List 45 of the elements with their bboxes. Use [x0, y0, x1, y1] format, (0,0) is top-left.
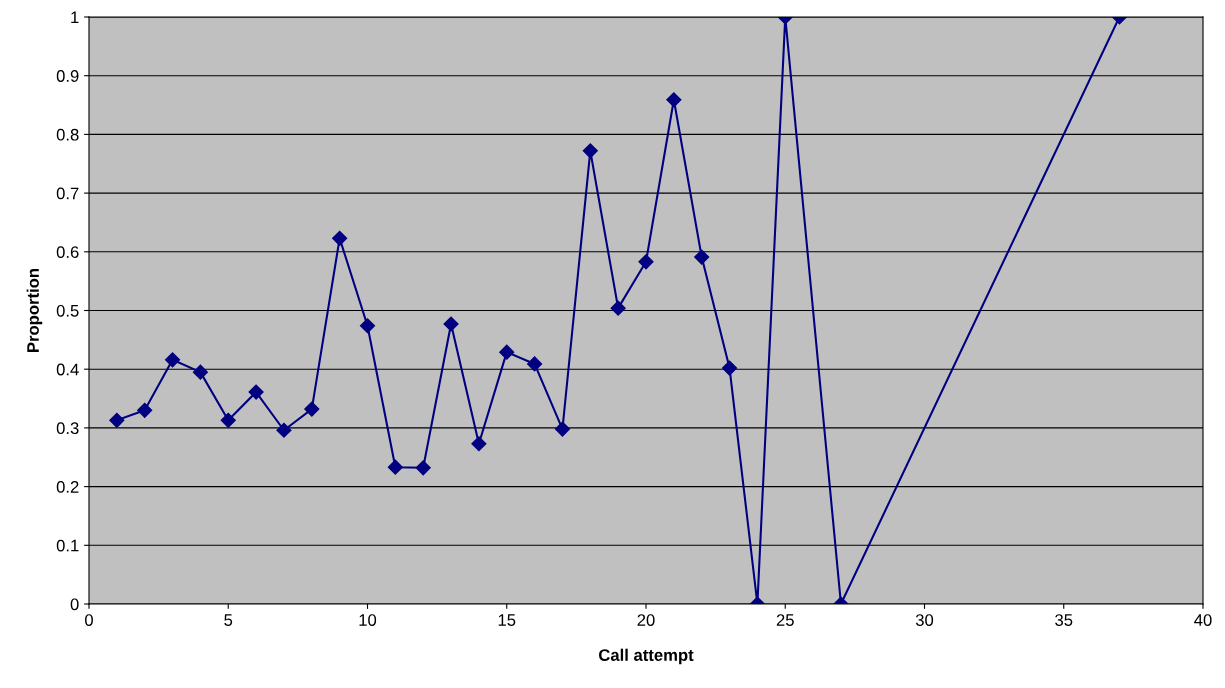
x-tick-label: 20 [637, 614, 655, 626]
point [387, 459, 403, 475]
point [248, 384, 264, 400]
y-tick-label: 0.2 [56, 481, 79, 493]
point [192, 364, 208, 380]
point [721, 360, 738, 376]
point [415, 460, 431, 476]
x-tick-label: 30 [915, 614, 934, 626]
point [694, 249, 710, 265]
point [471, 436, 487, 452]
x-tick-label: 10 [359, 614, 377, 626]
point [554, 421, 571, 437]
point [332, 230, 348, 246]
x-axis-title: Call attempt [598, 648, 694, 665]
y-tick-label: 0 [70, 598, 79, 611]
x-tick-label: 40 [1194, 614, 1212, 626]
y-axis-title: Proportion [26, 268, 43, 352]
point [443, 316, 459, 332]
point [582, 143, 598, 159]
point [164, 352, 181, 368]
point [610, 300, 626, 316]
point [359, 318, 376, 334]
point [527, 356, 543, 372]
y-tick-label: 0.3 [56, 422, 79, 435]
point [137, 402, 153, 418]
x-tick-label: 25 [776, 614, 794, 626]
point [304, 401, 320, 417]
point [220, 412, 236, 428]
y-tick-label: 0.5 [56, 304, 79, 317]
y-tick-label: 0.7 [56, 187, 79, 200]
point [109, 412, 125, 428]
y-tick-label: 0.4 [56, 363, 79, 376]
x-tick-label: 15 [498, 614, 516, 626]
y-tick-label: 0.6 [56, 246, 79, 258]
x-tick-label: 35 [1055, 614, 1073, 626]
point [638, 254, 654, 270]
point [276, 422, 292, 438]
y-tick-label: 0.8 [56, 128, 79, 141]
x-tick-label: 0 [85, 614, 93, 626]
y-tick-label: 0.9 [56, 70, 79, 82]
y-tick-label: 0.1 [56, 539, 79, 552]
point [499, 344, 515, 360]
x-tick-label: 5 [224, 614, 233, 626]
y-tick-label: 1 [71, 11, 79, 24]
point [666, 92, 682, 108]
